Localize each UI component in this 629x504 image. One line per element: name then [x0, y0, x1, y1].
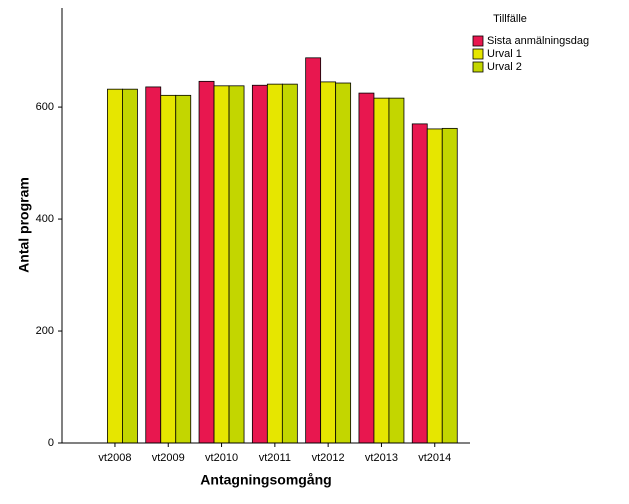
x-tick-label: vt2014	[418, 452, 451, 464]
y-tick-label: 0	[48, 437, 54, 449]
legend-swatch	[472, 35, 484, 47]
bar	[388, 97, 405, 444]
bar	[305, 57, 322, 444]
bar	[373, 97, 390, 444]
legend-swatch	[472, 61, 484, 73]
bar	[281, 83, 298, 444]
bar	[122, 88, 138, 444]
y-tick-label: 400	[36, 213, 54, 225]
bar	[107, 88, 123, 444]
bar	[251, 84, 268, 444]
y-tick-label: 600	[36, 101, 54, 113]
bar	[335, 82, 352, 444]
bar	[175, 94, 192, 444]
x-tick-label: vt2013	[365, 452, 398, 464]
bar	[426, 128, 443, 444]
x-tick-label: vt2010	[205, 452, 238, 464]
x-tick-label: vt2009	[152, 452, 185, 464]
bar	[320, 81, 337, 444]
legend-label: Urval 2	[487, 61, 522, 73]
legend-swatch	[472, 48, 484, 60]
x-axis-label: Antagningsomgång	[200, 472, 331, 488]
bar	[145, 86, 162, 444]
x-tick-label: vt2011	[259, 452, 291, 464]
y-tick-label: 200	[36, 325, 54, 337]
bar	[213, 85, 230, 444]
bar	[198, 80, 215, 444]
y-axis-label: Antal program	[16, 177, 32, 273]
x-tick-label: vt2008	[98, 452, 131, 464]
bar	[441, 127, 458, 444]
bar	[228, 85, 245, 444]
bar	[266, 83, 283, 444]
bar	[411, 123, 428, 444]
x-tick-label: vt2012	[312, 452, 345, 464]
legend-label: Sista anmälningsdag	[487, 35, 589, 47]
bar	[160, 94, 177, 444]
legend-title: Tillfälle	[493, 13, 527, 25]
legend-label: Urval 1	[487, 48, 522, 60]
bar	[358, 92, 375, 444]
